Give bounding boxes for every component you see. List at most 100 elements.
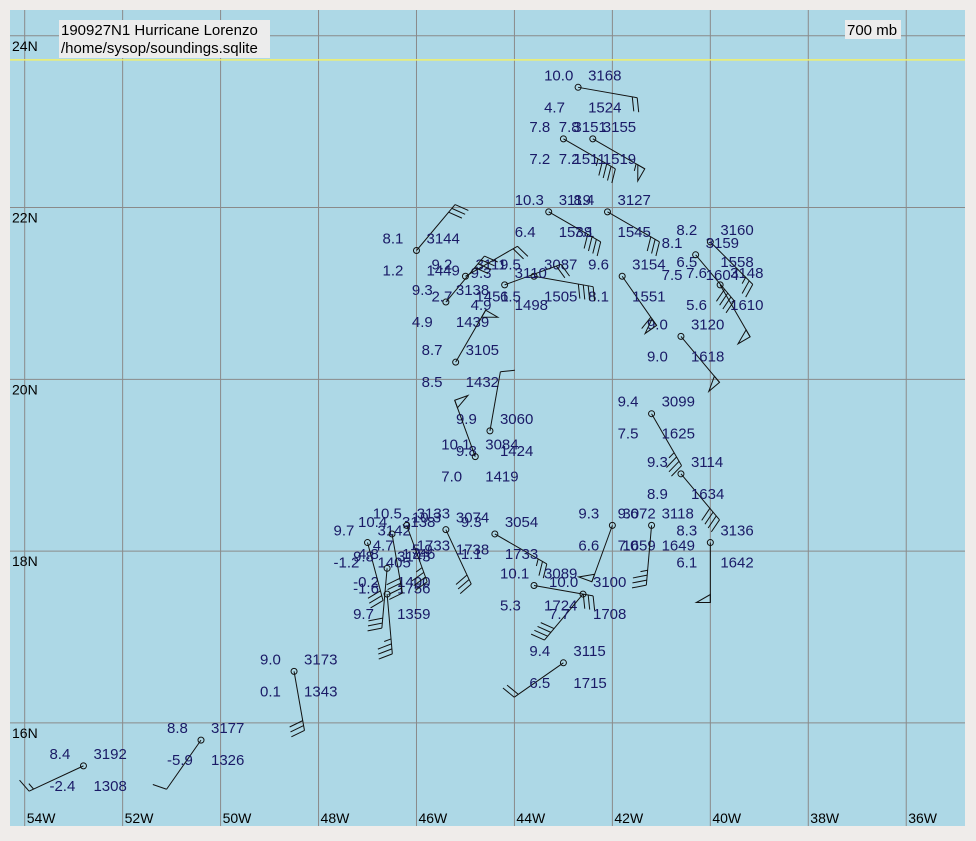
wind-barb-flag <box>370 600 384 609</box>
station-marker[interactable] <box>501 281 509 289</box>
temperature-label: 9.6 <box>618 505 639 522</box>
station-marker[interactable] <box>716 281 724 289</box>
pressure-label: 1756 <box>397 580 430 597</box>
dewpoint-label: 6.6 <box>578 537 599 554</box>
wind-barb-flag <box>389 592 403 600</box>
pressure-label: 1642 <box>720 555 753 572</box>
lon-tick-label: 52W <box>125 810 155 826</box>
station-marker[interactable] <box>559 659 567 667</box>
height-label: 3133 <box>417 505 450 522</box>
station-marker[interactable] <box>677 470 685 478</box>
station-marker[interactable] <box>290 667 298 675</box>
wind-barb-shaft <box>381 568 388 629</box>
station-marker[interactable] <box>692 251 700 259</box>
lon-tick-label: 46W <box>418 810 448 826</box>
station-marker[interactable] <box>530 581 538 589</box>
dewpoint-label: 4.8 <box>358 546 379 563</box>
wind-barb-flag <box>582 284 586 300</box>
wind-barb-pennant <box>454 394 470 409</box>
station-plot: 10.3 6.4 3119 1538 <box>515 192 602 257</box>
wind-barb-shaft <box>166 739 202 790</box>
dewpoint-label: -5.9 <box>167 752 193 769</box>
wind-barb-flag <box>378 653 393 660</box>
station-marker[interactable] <box>383 564 391 572</box>
dewpoint-label: 7.7 <box>549 606 570 623</box>
station-marker[interactable] <box>648 521 656 529</box>
temperature-label: 9.0 <box>647 316 668 333</box>
wind-barb-flag <box>598 161 603 176</box>
temperature-label: 9.2 <box>431 256 452 273</box>
station-marker[interactable] <box>618 272 626 280</box>
wind-barb-flag <box>387 582 401 591</box>
height-label: 3142 <box>378 523 411 540</box>
station-marker[interactable] <box>574 83 582 91</box>
dewpoint-label: 5.3 <box>500 597 521 614</box>
height-label: 3148 <box>730 265 763 282</box>
station-plot: 10.3 5.9 3074 1738 <box>412 510 489 594</box>
station-plot: 7.8 7.2 3155 1519 <box>559 119 646 183</box>
station-marker[interactable] <box>403 521 411 529</box>
dewpoint-label: 8.5 <box>422 374 443 391</box>
wind-barb-flag <box>583 234 589 249</box>
station-marker[interactable] <box>603 208 611 216</box>
station-marker[interactable] <box>579 590 587 598</box>
wind-barb-flag <box>715 288 725 302</box>
wind-barb-flag <box>454 204 469 211</box>
station-marker[interactable] <box>530 272 538 280</box>
wind-barb-flag <box>636 97 640 113</box>
height-label: 3168 <box>588 67 621 84</box>
wind-barb-flag <box>655 241 660 257</box>
temperature-label: 7.6 <box>686 265 707 282</box>
station-marker[interactable] <box>589 135 597 143</box>
wind-barb-shaft <box>465 245 518 277</box>
wind-barb-shaft <box>645 525 653 586</box>
station-marker[interactable] <box>442 526 450 534</box>
height-label: 3177 <box>211 720 244 737</box>
station-marker[interactable] <box>471 453 479 461</box>
station-marker[interactable] <box>442 298 450 306</box>
wind-barb-flag <box>368 617 383 622</box>
station-plot: 8.3 6.1 3136 1642 <box>676 523 754 604</box>
title-box: 190927N1 Hurricane Lorenzo /home/sysop/s… <box>59 20 270 58</box>
station-marker[interactable] <box>491 530 499 538</box>
wind-barb-flag <box>502 687 515 698</box>
station-marker[interactable] <box>559 135 567 143</box>
wind-barb-flag <box>537 625 552 633</box>
pressure-label: 1524 <box>588 99 621 116</box>
height-label: 3155 <box>603 119 636 136</box>
station-marker[interactable] <box>545 208 553 216</box>
station-marker[interactable] <box>412 247 420 255</box>
station-marker[interactable] <box>706 238 714 246</box>
wind-barb-flag <box>534 629 548 637</box>
station-marker[interactable] <box>648 410 656 418</box>
temperature-label: 8.8 <box>167 720 188 737</box>
station-marker[interactable] <box>706 539 714 547</box>
temperature-label: 7.8 <box>529 119 550 136</box>
lon-tick-label: 42W <box>614 810 644 826</box>
wind-barb-flag <box>646 236 652 252</box>
station-marker[interactable] <box>364 539 372 547</box>
temperature-label: 9.5 <box>500 256 521 273</box>
level-box-background <box>845 20 901 39</box>
wind-barb-flag <box>538 561 543 576</box>
station-marker[interactable] <box>79 762 87 770</box>
temperature-label: 9.3 <box>461 514 482 531</box>
temperature-label: 9.4 <box>529 643 550 660</box>
dewpoint-label: -1.2 <box>334 555 360 572</box>
station-plot: 10.5 4.7 3133 1733 <box>373 505 450 591</box>
wind-barb-flag <box>668 460 680 473</box>
wind-barb-shaft <box>445 529 472 585</box>
dewpoint-label: 9.7 <box>353 606 374 623</box>
station-marker[interactable] <box>608 521 616 529</box>
wind-barb-shaft <box>454 400 476 457</box>
station-marker[interactable] <box>388 530 396 538</box>
dewpoint-label: -1.6 <box>353 580 379 597</box>
wind-barb-flag <box>587 285 591 301</box>
wind-barb-flag <box>19 779 30 792</box>
station-marker[interactable] <box>486 427 494 435</box>
temperature-label: 9.9 <box>456 411 477 428</box>
pressure-label: 1634 <box>691 486 724 503</box>
station-marker[interactable] <box>677 332 685 340</box>
station-marker[interactable] <box>452 358 460 366</box>
station-marker[interactable] <box>197 736 205 744</box>
